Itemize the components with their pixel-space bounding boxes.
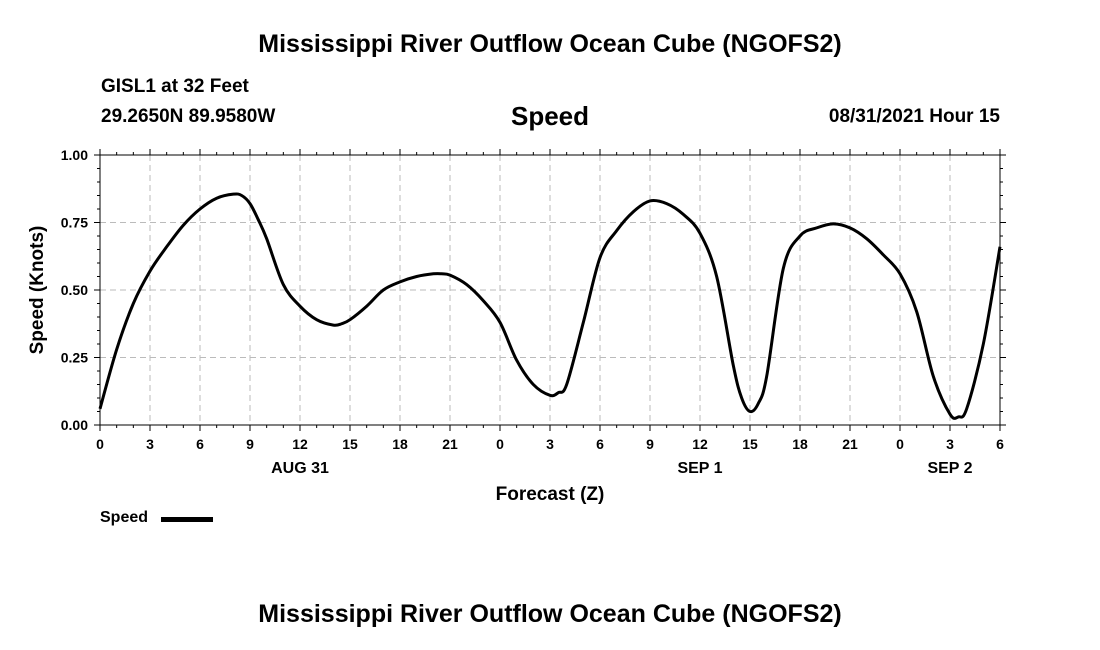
y-tick-label: 0.50: [61, 282, 88, 298]
x-tick-label: 9: [246, 436, 254, 452]
date-label: SEP 1: [677, 460, 722, 477]
x-axis-title: Forecast (Z): [496, 484, 605, 505]
series-line-speed: [98, 192, 1002, 420]
x-tick-label: 0: [496, 436, 504, 452]
y-tick-label: 1.00: [61, 147, 88, 163]
date-label: SEP 2: [927, 460, 972, 477]
x-tick-label: 15: [742, 436, 758, 452]
chart-main-title: Mississippi River Outflow Ocean Cube (NG…: [258, 30, 842, 58]
x-tick-label: 12: [292, 436, 308, 452]
x-tick-label: 0: [96, 436, 104, 452]
x-tick-label: 18: [392, 436, 408, 452]
x-tick-label: 0: [896, 436, 904, 452]
variable-title: Speed: [510, 101, 590, 131]
date-label: AUG 31: [271, 460, 329, 477]
x-tick-label: 6: [996, 436, 1004, 452]
chart-footer-title: Mississippi River Outflow Ocean Cube (NG…: [258, 600, 842, 628]
x-tick-label: 3: [546, 436, 554, 452]
x-tick-label: 9: [646, 436, 654, 452]
y-tick-label: 0.25: [61, 350, 88, 366]
forecast-datetime: 08/31/2021 Hour 15: [828, 106, 1000, 127]
station-label: GISL1 at 32 Feet: [101, 76, 249, 97]
legend-line-swatch: [161, 517, 213, 522]
y-tick-label: 0.00: [61, 417, 88, 433]
x-tick-label: 18: [792, 436, 808, 452]
x-tick-label: 6: [596, 436, 604, 452]
x-tick-label: 21: [842, 436, 858, 452]
station-coordinates: 29.2650N 89.9580W: [101, 106, 276, 127]
x-tick-label: 3: [946, 436, 954, 452]
x-tick-label: 3: [146, 436, 154, 452]
x-tick-label: 21: [442, 436, 458, 452]
x-tick-label: 15: [342, 436, 358, 452]
x-tick-label: 6: [196, 436, 204, 452]
y-axis-title: Speed (Knots): [27, 226, 48, 355]
x-tick-label: 12: [692, 436, 708, 452]
y-tick-label: 0.75: [61, 215, 88, 231]
legend-label: Speed: [100, 509, 149, 526]
